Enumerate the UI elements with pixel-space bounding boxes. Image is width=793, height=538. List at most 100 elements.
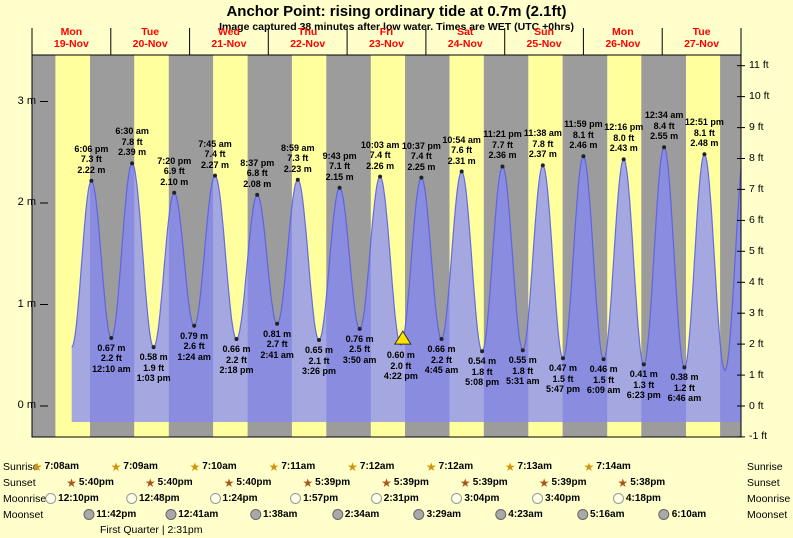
moonset-time: 11:42pm	[96, 509, 137, 520]
tide-extreme-dot	[192, 323, 197, 328]
moonrise-time: 12:48pm	[138, 493, 180, 504]
annotation-line: 0.38 m	[670, 372, 699, 383]
sunset-time: 5:39pm	[393, 477, 429, 488]
moonrise-time: 2:31pm	[383, 493, 419, 504]
low-tide-annotation: 0.79 m 2.6 ft 1:24 am	[154, 331, 234, 363]
annotation-line: 7.4 ft	[410, 151, 432, 162]
moonset-icon	[413, 509, 425, 520]
annotation-line: 5:08 pm	[465, 377, 500, 388]
moonrise-event: 4:18pm	[612, 492, 661, 505]
tide-extreme-dot	[275, 321, 280, 326]
sunrise-time: 7:11am	[281, 461, 316, 472]
annotation-line: 0.76 m	[345, 333, 374, 344]
annotation-line: 6:09 am	[586, 385, 621, 396]
annotation-line: 2.0 ft	[390, 360, 412, 371]
tide-extreme-dot	[520, 348, 525, 353]
tide-extreme-dot	[337, 185, 342, 190]
y-axis-right-tick-label: 0 ft	[749, 399, 764, 412]
tide-extreme-dot	[500, 164, 505, 169]
tide-extreme-dot	[295, 177, 300, 182]
annotation-line: 2.55 m	[650, 131, 679, 142]
tide-extreme-dot	[234, 337, 239, 341]
annotation-line: 2.22 m	[77, 164, 106, 175]
tide-extreme-dot	[601, 357, 606, 362]
sunrise-event: ★ 7:10am	[189, 460, 236, 473]
moonrise-time: 3:04pm	[464, 493, 500, 504]
tide-extreme-dot	[172, 190, 177, 195]
low-tide-annotation: 0.46 m 1.5 ft 6:09 am	[564, 364, 644, 396]
y-axis-left-tick-label: 0 m	[17, 399, 36, 411]
annotation-line: 0.66 m	[222, 344, 251, 354]
moon-phase-label: First Quarter | 2:31pm	[100, 524, 203, 536]
annotation-line: 0.66 m	[427, 344, 456, 354]
tide-extreme-dot	[357, 326, 362, 331]
sunset-icon: ★	[538, 475, 550, 490]
sunset-icon: ★	[381, 475, 392, 490]
moonrise-icon	[209, 493, 221, 504]
high-tide-annotation: 7:20 pm 6.9 ft 2.10 m	[134, 156, 214, 188]
annotation-line: 2.23 m	[283, 163, 312, 174]
annotation-line: 1:03 pm	[136, 373, 171, 384]
sunset-icon: ★	[459, 475, 471, 490]
sunrise-time: 7:12am	[359, 461, 395, 472]
moonset-event: 3:29am	[413, 508, 461, 521]
annotation-line: 5:47 pm	[546, 384, 581, 395]
high-tide-annotation: 11:21 pm 7.7 ft 2.36 m	[463, 129, 543, 161]
annotation-line: 2.10 m	[160, 176, 189, 187]
moonrise-icon	[370, 493, 382, 504]
y-axis-right-tick-label: 3 ft	[749, 306, 764, 319]
sunrise-time: 7:13am	[517, 461, 552, 472]
low-tide-annotation: 0.41 m 1.3 ft 6:23 pm	[604, 369, 684, 401]
day-weekday: Thu	[298, 26, 318, 38]
day-date: 20-Nov	[132, 37, 168, 50]
sunset-icon: ★	[617, 475, 629, 490]
high-tide-annotation: 6:30 am 7.8 ft 2.39 m	[92, 126, 172, 158]
annotation-line: 4:45 am	[424, 365, 459, 375]
low-tide-annotation: 0.66 m 2.2 ft 4:45 am	[401, 344, 481, 376]
annotation-line: 2.36 m	[488, 150, 517, 161]
sunrise-time: 7:10am	[202, 461, 237, 472]
sunrise-time: 7:08am	[44, 461, 80, 472]
plot-border	[31, 54, 742, 438]
annotation-line: 1.2 ft	[673, 382, 695, 393]
annotation-line: 11:59 pm	[564, 119, 603, 130]
day-label: Sun 25-Nov	[504, 26, 584, 50]
sunrise-event: ★ 7:12am	[347, 460, 394, 473]
sunrise-event: ★ 7:11am	[269, 460, 316, 473]
y-axis-right-tick-label: 4 ft	[749, 275, 764, 288]
moonset-event: 2:34am	[331, 508, 379, 521]
moonrise-icon	[532, 493, 544, 504]
high-tide-annotation: 8:59 am 7.3 ft 2.23 m	[258, 143, 338, 175]
sunrise-icon: ★	[31, 459, 43, 474]
moonrise-event: 1:57pm	[290, 492, 338, 505]
tide-extreme-dot	[581, 154, 586, 159]
annotation-line: 1:24 am	[177, 351, 211, 362]
y-axis-right-tick-label: 6 ft	[749, 213, 764, 226]
y-axis-right-tick-label: 7 ft	[749, 182, 764, 195]
sunset-time: 5:39pm	[472, 477, 508, 488]
annotation-line: 2.48 m	[690, 138, 719, 149]
tide-extreme-dot	[480, 349, 485, 354]
tide-extreme-dot	[151, 345, 156, 350]
sunset-row-label-left: Sunset	[3, 477, 36, 489]
annotation-line: 1.9 ft	[143, 362, 165, 373]
annotation-line: 10:54 am	[442, 134, 481, 145]
moonrise-event: 3:04pm	[451, 492, 499, 505]
page-subtitle: Image captured 38 minutes after low wate…	[219, 21, 574, 33]
high-tide-annotation: 8:37 pm 6.8 ft 2.08 m	[217, 158, 297, 190]
tide-extreme-dot	[213, 173, 217, 178]
annotation-line: 2.26 m	[366, 160, 395, 171]
day-label: Tue 20-Nov	[110, 26, 190, 50]
low-tide-annotation: 0.60 m 2.0 ft 4:22 pm	[361, 350, 441, 382]
moonset-icon	[165, 509, 177, 520]
day-weekday: Tue	[692, 26, 711, 38]
moonset-icon	[331, 509, 343, 520]
moonset-event: 11:42pm	[83, 508, 136, 521]
annotation-line: 2:18 pm	[219, 365, 254, 375]
moonset-row-label-right: Moonset	[747, 509, 788, 521]
moonrise-event: 12:10pm	[45, 492, 99, 505]
annotation-line: 8:37 pm	[240, 157, 275, 168]
day-date: 25-Nov	[526, 37, 562, 50]
